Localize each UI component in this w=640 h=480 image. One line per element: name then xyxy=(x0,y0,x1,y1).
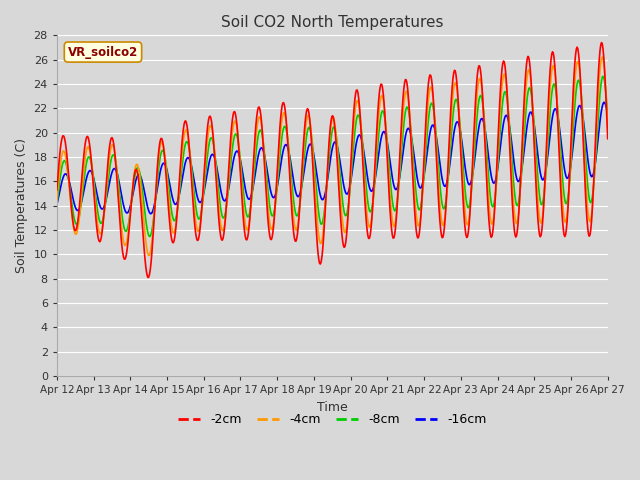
X-axis label: Time: Time xyxy=(317,400,348,413)
Title: Soil CO2 North Temperatures: Soil CO2 North Temperatures xyxy=(221,15,444,30)
Y-axis label: Soil Temperatures (C): Soil Temperatures (C) xyxy=(15,138,28,273)
Text: VR_soilco2: VR_soilco2 xyxy=(68,46,138,59)
Legend: -2cm, -4cm, -8cm, -16cm: -2cm, -4cm, -8cm, -16cm xyxy=(173,408,492,431)
